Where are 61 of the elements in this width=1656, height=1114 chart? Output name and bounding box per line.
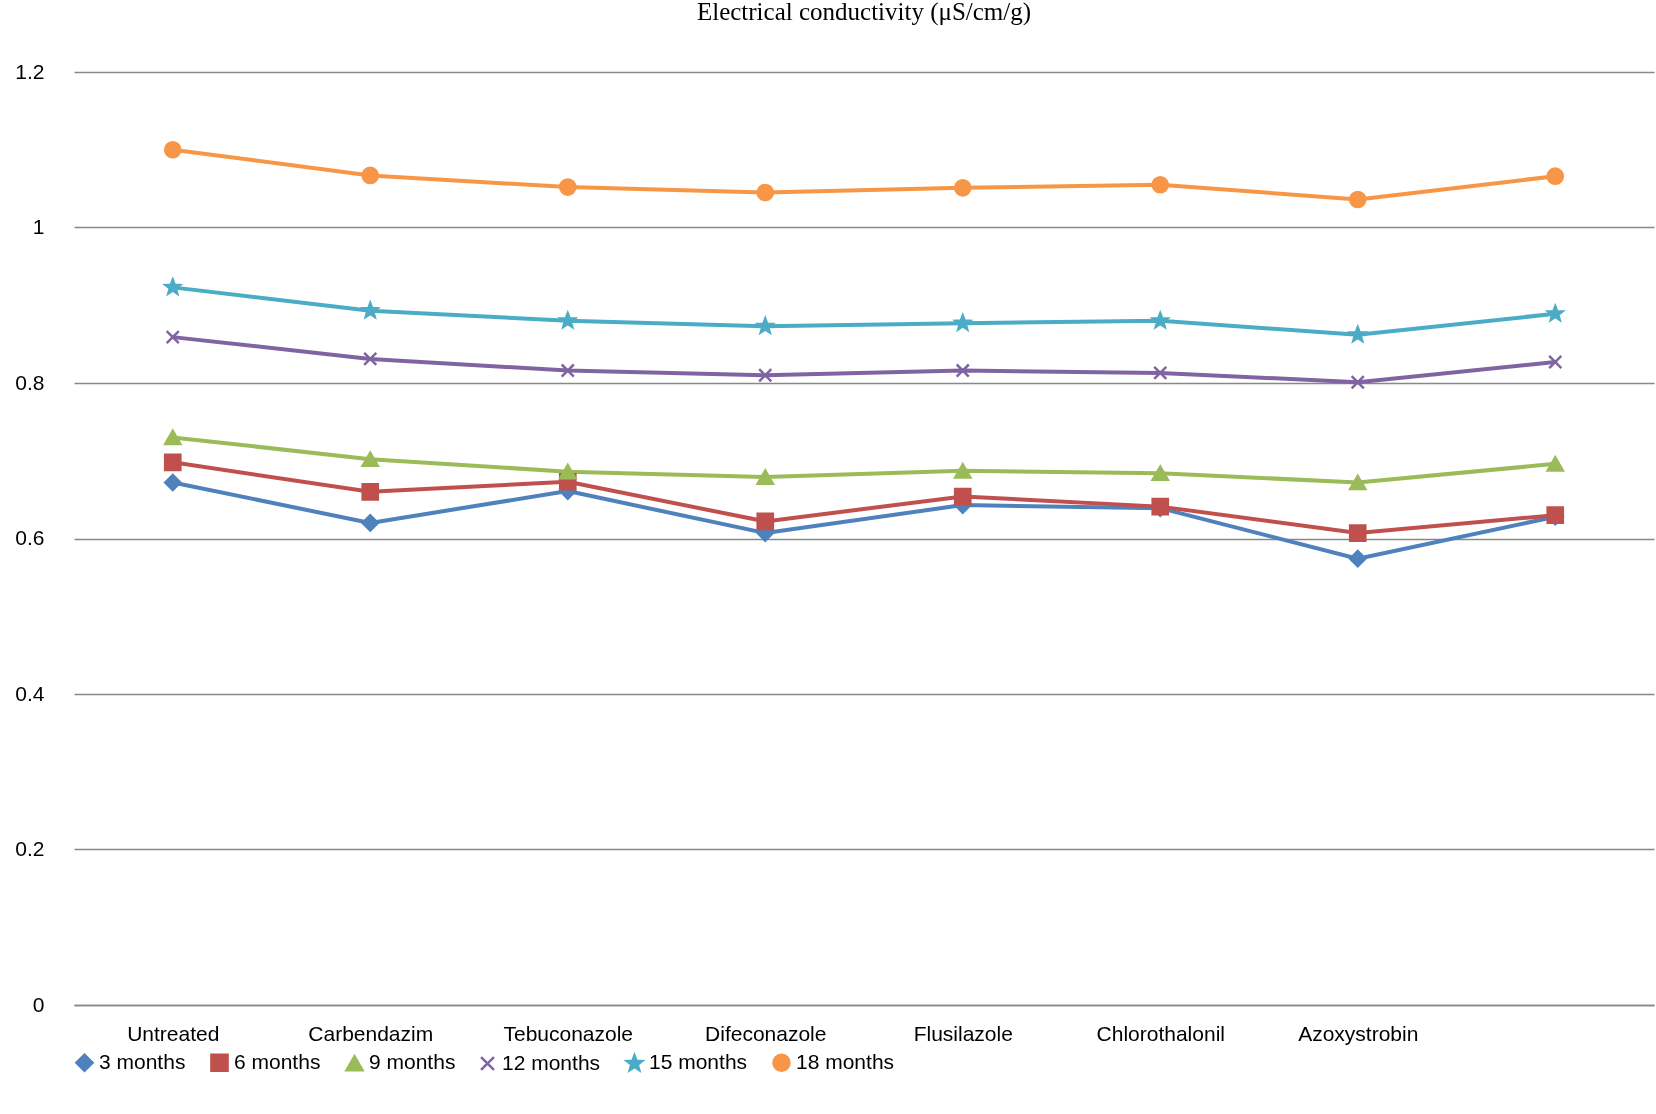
point bbox=[756, 512, 775, 531]
point bbox=[162, 276, 184, 297]
point bbox=[163, 429, 182, 446]
point bbox=[1348, 524, 1367, 542]
chart-title: Electrical conductivity (μS/cm/g) bbox=[696, 0, 1032, 26]
point bbox=[952, 312, 974, 333]
point bbox=[163, 140, 182, 159]
point bbox=[953, 179, 972, 197]
point bbox=[1149, 310, 1171, 330]
point bbox=[362, 351, 378, 367]
y-tick-label: 0.6 bbox=[15, 526, 45, 549]
point bbox=[361, 166, 380, 185]
point bbox=[1348, 474, 1367, 491]
point bbox=[361, 514, 380, 532]
point bbox=[756, 469, 775, 485]
legend-label: 18 months bbox=[796, 1049, 895, 1073]
point bbox=[953, 463, 972, 479]
y-tick-label: 1.2 bbox=[15, 59, 45, 83]
point bbox=[1544, 303, 1566, 323]
legend-label: 15 months bbox=[649, 1050, 748, 1074]
y-tick-label: 0.2 bbox=[15, 837, 45, 860]
point bbox=[953, 487, 972, 506]
point bbox=[1151, 465, 1170, 482]
legend-label: 9 months bbox=[369, 1050, 456, 1074]
point bbox=[1152, 365, 1168, 381]
point bbox=[1347, 324, 1369, 344]
point bbox=[1546, 456, 1565, 472]
point bbox=[1348, 190, 1367, 209]
point bbox=[558, 178, 577, 196]
legend-label: 6 months bbox=[234, 1049, 321, 1073]
legend-label: 12 months bbox=[502, 1050, 601, 1074]
point bbox=[1350, 374, 1366, 390]
point bbox=[360, 299, 381, 320]
point bbox=[361, 451, 380, 468]
x-tick-label: Azoxystrobin bbox=[1298, 1021, 1419, 1045]
point bbox=[1348, 549, 1367, 568]
y-tick-label: 0.8 bbox=[15, 370, 45, 394]
point bbox=[165, 329, 181, 345]
point bbox=[757, 367, 773, 383]
point bbox=[1151, 175, 1170, 194]
point bbox=[558, 463, 577, 480]
point bbox=[754, 315, 776, 336]
point bbox=[163, 453, 182, 472]
x-tick-label: Untreated bbox=[127, 1021, 220, 1045]
point bbox=[756, 183, 775, 202]
legend-label: 3 months bbox=[99, 1049, 186, 1073]
y-tick-label: 0 bbox=[32, 992, 45, 1016]
point bbox=[1546, 167, 1565, 185]
point bbox=[361, 483, 380, 501]
y-tick-label: 1 bbox=[32, 215, 45, 238]
x-tick-label: Difeconazole bbox=[705, 1021, 827, 1045]
point bbox=[955, 363, 971, 378]
point bbox=[560, 363, 576, 378]
x-tick-label: Flusilazole bbox=[913, 1021, 1013, 1045]
y-tick-label: 0.4 bbox=[15, 681, 45, 705]
x-tick-label: Carbendazim bbox=[308, 1021, 434, 1045]
point bbox=[1547, 354, 1563, 370]
x-tick-label: Tebuconazole bbox=[503, 1021, 634, 1045]
x-tick-label: Chlorothalonil bbox=[1096, 1021, 1225, 1045]
point bbox=[163, 473, 182, 492]
point bbox=[557, 310, 579, 330]
